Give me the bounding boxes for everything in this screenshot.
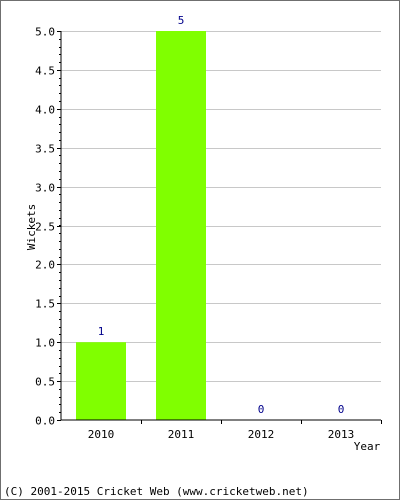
- y-axis-label: Wickets: [25, 204, 38, 250]
- data-label-2011: 5: [178, 14, 185, 27]
- x-tick-label-2010: 2010: [88, 428, 115, 441]
- y-tick-label: 1.5: [35, 298, 55, 311]
- x-axis-label: Year: [354, 440, 381, 453]
- y-tick-label: 4.0: [35, 104, 55, 117]
- y-tick-label: 4.5: [35, 65, 55, 78]
- data-label-2013: 0: [338, 403, 345, 416]
- y-tick-label: 5.0: [35, 26, 55, 39]
- y-tick-label: 0.5: [35, 376, 55, 389]
- y-tick-label: 0.0: [35, 415, 55, 428]
- y-tick-label: 2.0: [35, 259, 55, 272]
- y-tick-label: 3.5: [35, 143, 55, 156]
- bar-2010: [76, 342, 126, 420]
- x-tick-label-2013: 2013: [328, 428, 355, 441]
- y-tick-label: 1.0: [35, 337, 55, 350]
- y-tick-label: 3.0: [35, 182, 55, 195]
- copyright-footer: (C) 2001-2015 Cricket Web (www.cricketwe…: [4, 485, 309, 498]
- gridlines: [61, 31, 381, 382]
- y-ticks: 0.0 0.5 1.0 1.5 2.0 2.5 3.0 3.5 4.0 4.5 5.0: [35, 26, 61, 428]
- data-label-2012: 0: [258, 403, 265, 416]
- y-tick-label: 2.5: [35, 221, 55, 234]
- x-tick-label-2012: 2012: [248, 428, 275, 441]
- data-labels: 150 0: [98, 14, 345, 416]
- bar-2011: [156, 31, 206, 420]
- bars: [76, 31, 206, 420]
- x-tick-label-2011: 2011: [168, 428, 195, 441]
- data-label-2010: 1: [98, 325, 105, 338]
- x-ticks: 2010 2011 2012 2013: [88, 420, 382, 441]
